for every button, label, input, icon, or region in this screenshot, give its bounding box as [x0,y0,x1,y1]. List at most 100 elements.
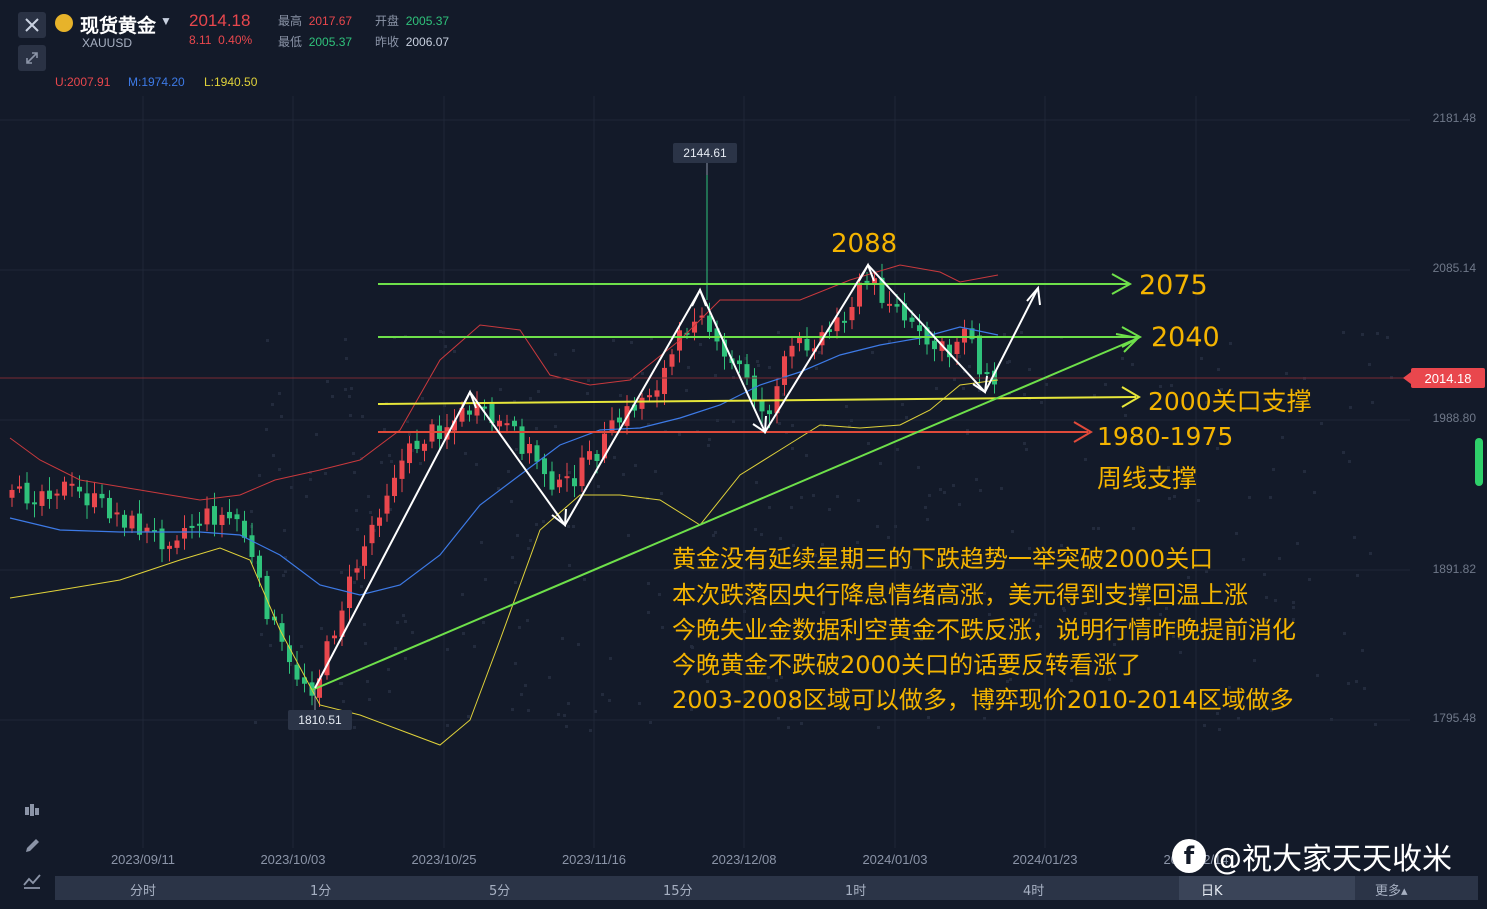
map-dot [877,726,880,729]
map-dot [1281,436,1284,439]
line-chart-icon [23,874,41,889]
map-dot [708,438,711,441]
indicator-tool[interactable] [18,798,46,824]
candle-body [977,335,982,375]
map-dot [1200,627,1203,630]
map-dot [597,485,600,488]
map-dot [928,494,931,497]
map-dot [514,662,517,665]
map-dot [331,395,334,398]
map-dot [1376,332,1379,335]
tab-timeframe[interactable]: 分时 [130,884,157,899]
candle-body [39,491,45,506]
map-dot [265,428,268,431]
map-dot [250,510,253,513]
map-dot [1342,331,1345,334]
chart-type-tool[interactable] [18,868,46,894]
candle-body [962,328,967,343]
boll-middle-value: M:1974.20 [128,75,185,89]
map-dot [527,547,530,550]
map-dot [1178,637,1181,640]
candle-body [542,458,547,475]
map-dot [867,442,870,445]
map-dot [404,620,407,623]
note-line: 2003-2008区域可以做多，博弈现价2010-2014区域做多 [672,686,1294,714]
map-dot [419,462,422,465]
low-marker-box [288,710,352,730]
expand-button[interactable] [18,45,46,71]
map-dot [529,397,532,400]
candle-body [579,457,585,487]
tab-timeframe[interactable]: 5分 [489,884,511,899]
candle-body [722,339,727,357]
y-tick: 2085.14 [1433,261,1477,275]
candle-body [302,677,307,684]
map-dot [769,626,772,629]
map-dot [831,633,834,636]
stat-prev-close: 昨收 2006.07 [375,33,449,50]
map-dot [366,680,369,683]
candle-body [504,423,510,426]
candle-body [557,479,562,488]
tab-timeframe[interactable]: 1分 [310,884,332,899]
map-dot [1313,491,1316,494]
map-dot [1008,360,1011,363]
map-dot [1371,401,1374,404]
change-value: 8.11 [189,33,212,47]
map-dot [609,657,612,660]
map-dot [406,420,409,423]
tab-timeframe[interactable]: 15分 [663,884,693,899]
map-dot [1033,589,1036,592]
draw-tool[interactable] [18,833,46,859]
map-dot [1028,702,1031,705]
map-dot [876,525,879,528]
map-dot [520,693,523,696]
stat-high-label: 最高 [278,14,303,28]
map-dot [939,488,942,491]
candle-body [407,443,412,464]
candle-body [354,568,360,573]
close-button[interactable] [18,12,46,38]
map-dot [747,598,750,601]
map-dot [344,338,347,341]
candle-body [609,420,615,432]
candle-body [527,443,532,454]
candle-body [227,511,232,519]
y-tick: 1988.80 [1433,411,1477,425]
tab-timeframe[interactable]: 1时 [845,884,867,899]
price-scale-handle[interactable] [1475,438,1483,486]
map-dot [537,390,540,393]
map-dot [473,645,476,648]
map-dot [583,578,586,581]
stat-open: 开盘 2005.37 [375,12,449,29]
candle-body [204,508,210,525]
map-dot [990,706,993,709]
map-dot [760,533,763,536]
chevron-down-icon[interactable]: ▼ [160,14,172,28]
note-line: 今晚黄金不跌破2000关口的话要反转看涨了 [672,651,1142,679]
map-dot [1034,613,1037,616]
map-dot [744,698,747,701]
tab-timeframe-active[interactable]: 日K [1201,884,1223,899]
map-dot [586,392,589,395]
arrow-2075 [1111,273,1133,295]
map-dot [608,699,611,702]
map-dot [282,574,285,577]
candle-body [384,495,390,514]
map-dot [305,495,308,498]
tab-more[interactable]: 更多▴ [1375,884,1408,899]
map-dot [890,557,893,560]
map-dot [650,337,653,340]
candle-body [849,307,855,321]
candle-body [264,575,270,620]
candle-body [47,490,52,499]
map-dot [768,366,771,369]
map-dot [439,330,442,333]
map-dot [952,484,955,487]
map-dot [791,424,794,427]
map-dot [1218,728,1221,731]
tab-timeframe[interactable]: 4时 [1023,884,1045,899]
map-dot [800,722,803,725]
instrument-name[interactable]: 现货黄金 [80,15,157,37]
